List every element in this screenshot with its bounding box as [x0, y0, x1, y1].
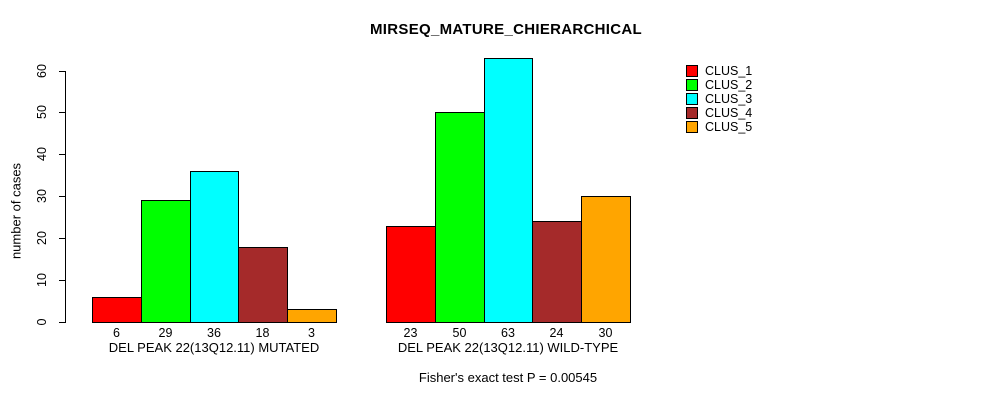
- y-tick: [59, 112, 65, 113]
- chart-title: MIRSEQ_MATURE_CHIERARCHICAL: [370, 21, 642, 38]
- y-tick: [59, 154, 65, 155]
- bar-clus_1-group2: [386, 226, 436, 323]
- bar-clus_4-group1: [238, 247, 288, 323]
- y-tick: [59, 196, 65, 197]
- legend-label-clus_4: CLUS_4: [705, 106, 753, 120]
- x-group-label-mutated: DEL PEAK 22(13Q12.11) MUTATED: [108, 340, 320, 355]
- y-tick: [59, 280, 65, 281]
- y-tick-label: 0: [35, 318, 49, 326]
- y-tick-label: 50: [35, 105, 49, 119]
- legend-swatch-clus_5: [686, 121, 698, 133]
- bar-value-label: 24: [549, 326, 564, 340]
- y-tick-label: 30: [35, 189, 49, 203]
- y-tick-label: 20: [35, 231, 49, 245]
- fisher-test-caption: Fisher's exact test P = 0.00545: [418, 370, 598, 385]
- legend-label-clus_3: CLUS_3: [705, 92, 753, 106]
- bar-clus_4-group2: [532, 221, 582, 323]
- legend-swatch-clus_4: [686, 107, 698, 119]
- bar-value-label: 3: [308, 326, 315, 340]
- y-axis-label: number of cases: [8, 162, 24, 260]
- y-tick: [59, 238, 65, 239]
- bar-value-label: 6: [113, 326, 120, 340]
- y-tick-label: 60: [35, 64, 49, 78]
- bar-value-label: 30: [598, 326, 613, 340]
- bar-value-label: 63: [501, 326, 515, 340]
- legend-swatch-clus_1: [686, 65, 698, 77]
- legend-label-clus_2: CLUS_2: [705, 78, 753, 92]
- bar-clus_5-group2: [581, 196, 631, 323]
- legend-label-clus_5: CLUS_5: [705, 120, 753, 134]
- bar-value-label: 36: [207, 326, 221, 340]
- bar-clus_3-group2: [484, 58, 533, 323]
- legend-label-clus_1: CLUS_1: [705, 64, 753, 78]
- bar-value-label: 18: [255, 326, 270, 340]
- y-tick-label: 10: [35, 273, 49, 287]
- y-tick-label: 40: [35, 147, 49, 161]
- bar-clus_1-group1: [92, 297, 142, 323]
- x-group-label-wild-type: DEL PEAK 22(13Q12.11) WILD-TYPE: [397, 340, 619, 355]
- bar-clus_5-group1: [287, 309, 337, 323]
- y-tick: [59, 71, 65, 72]
- bar-clus_3-group1: [190, 171, 239, 323]
- y-axis-line: [65, 71, 66, 323]
- bar-value-label: 29: [158, 326, 173, 340]
- bar-value-label: 50: [452, 326, 467, 340]
- bar-value-label: 23: [403, 326, 418, 340]
- bar-clus_2-group2: [435, 112, 485, 323]
- legend-swatch-clus_3: [686, 93, 698, 105]
- legend-swatch-clus_2: [686, 79, 698, 91]
- y-tick: [59, 322, 65, 323]
- bar-clus_2-group1: [141, 200, 191, 323]
